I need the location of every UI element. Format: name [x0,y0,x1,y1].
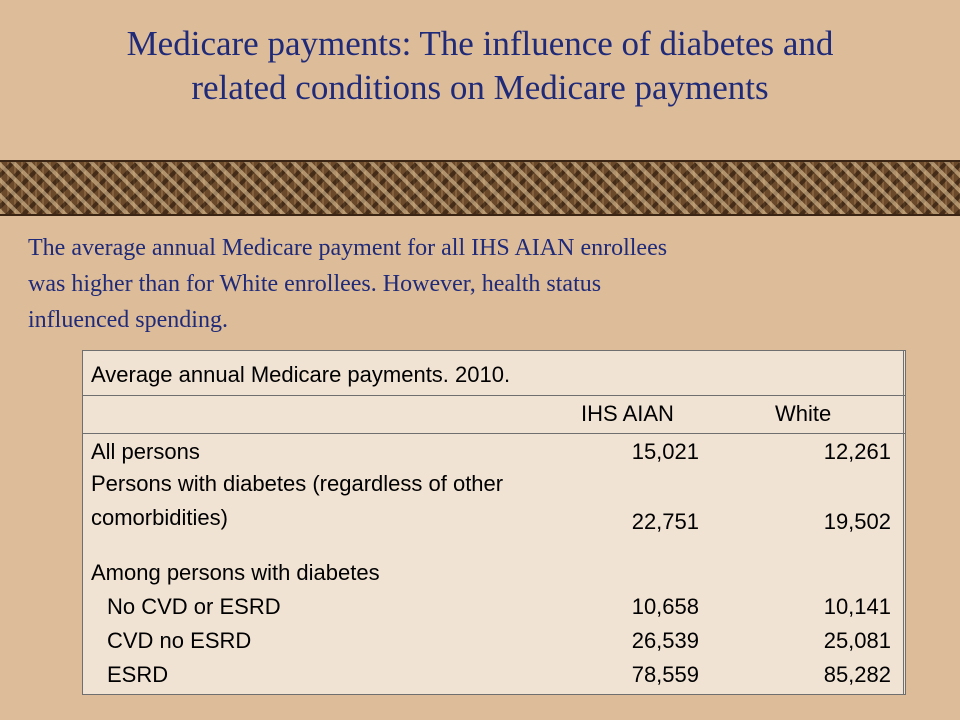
table-row: comorbidities) 22,751 19,502 [83,503,905,534]
row-label: Among persons with diabetes [91,560,380,585]
value-white: 19,502 [823,509,891,534]
value-white: 25,081 [823,628,891,653]
column-header-white: White [775,401,832,426]
row-label: All persons [91,439,200,464]
table-row: All persons 15,021 12,261 [83,437,905,467]
table-row: Among persons with diabetes [83,558,905,588]
intro-line-1: The average annual Medicare payment for … [28,235,668,261]
value-ihs-aian: 22,751 [631,509,699,534]
table-row: Persons with diabetes (regardless of oth… [83,469,905,499]
row-label: comorbidities) [91,505,228,530]
decorative-pattern-band [0,160,960,216]
intro-paragraph: The average annual Medicare payment for … [28,230,928,338]
column-header-ihs-aian: IHS AIAN [581,401,674,426]
slide-title-line-1: Medicare payments: The influence of diab… [126,24,834,63]
value-ihs-aian: 78,559 [631,662,699,687]
value-white: 85,282 [823,662,891,687]
value-ihs-aian: 26,539 [631,628,699,653]
table-divider-top [83,395,905,396]
row-label: CVD no ESRD [107,628,252,653]
table-right-border [903,351,904,694]
value-ihs-aian: 15,021 [631,439,699,464]
table-divider-header [83,433,905,434]
payments-table: Average annual Medicare payments. 2010. … [82,350,906,695]
slide-title: Medicare payments: The influence of diab… [0,22,960,110]
row-label: Persons with diabetes (regardless of oth… [91,471,504,496]
value-white: 10,141 [823,594,891,619]
table-caption: Average annual Medicare payments. 2010. [91,362,511,387]
table-row: CVD no ESRD 26,539 25,081 [83,626,905,656]
value-ihs-aian: 10,658 [631,594,699,619]
table-row: No CVD or ESRD 10,658 10,141 [83,592,905,622]
slide-title-line-2: related conditions on Medicare payments [191,68,769,107]
value-white: 12,261 [823,439,891,464]
table-row: ESRD 78,559 85,282 [83,660,905,690]
row-label: ESRD [107,662,169,687]
row-label: No CVD or ESRD [107,594,281,619]
intro-line-3: influenced spending. [28,307,228,333]
intro-line-2: was higher than for White enrollees. How… [28,271,602,297]
